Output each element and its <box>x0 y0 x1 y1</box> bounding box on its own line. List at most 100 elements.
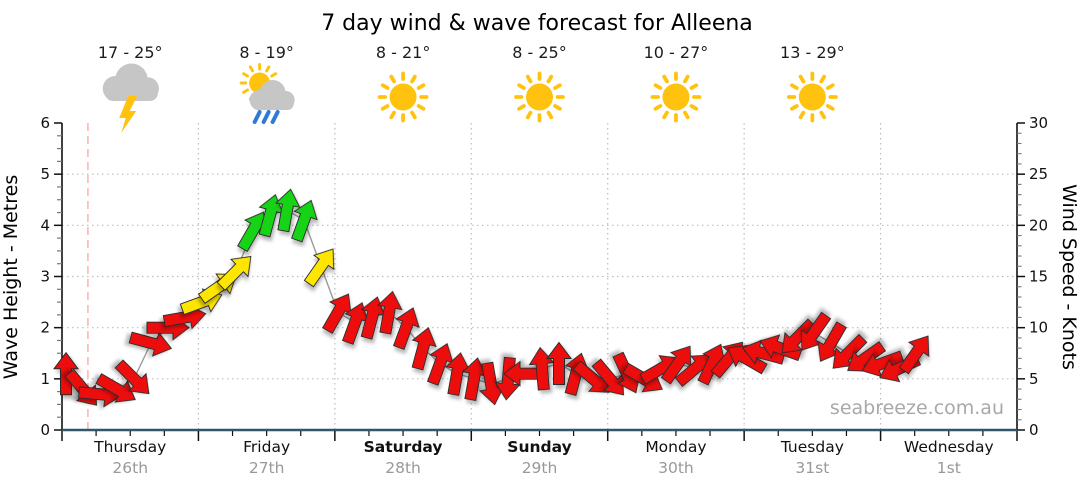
day-date-label: 30th <box>658 459 694 477</box>
sun-disc <box>798 83 826 111</box>
wind-arrow <box>114 359 150 395</box>
storm-icon <box>102 63 159 133</box>
page-title: 7 day wind & wave forecast for Alleena <box>321 11 753 36</box>
sun-ray <box>270 72 278 78</box>
sunny-icon <box>377 71 429 123</box>
sun-ray <box>265 65 271 73</box>
sun-ray <box>819 110 827 120</box>
day-date-label: 29th <box>522 459 558 477</box>
lightning-bolt-icon <box>119 96 138 133</box>
wind-arrow <box>53 351 79 396</box>
sun-ray <box>689 104 699 111</box>
sun-ray <box>389 74 396 84</box>
left-tick-label: 1 <box>40 370 50 388</box>
wind-arrow <box>95 373 136 403</box>
right-tick-label: 10 <box>1029 319 1048 337</box>
day-date-label: 28th <box>385 459 421 477</box>
wind-arrow-series <box>53 188 930 408</box>
sun-ray <box>683 74 690 84</box>
left-axis-title: Wave Height - Metres <box>0 175 22 379</box>
left-tick-label: 0 <box>40 421 50 439</box>
sunny-icon <box>786 71 838 123</box>
day-date-label: 26th <box>112 459 148 477</box>
sun-ray <box>546 74 554 84</box>
left-tick-label: 5 <box>40 165 50 183</box>
sun-disc <box>526 83 553 111</box>
sun-ray <box>798 74 806 84</box>
sun-ray <box>416 83 426 90</box>
sun-cloud-rain-icon <box>239 63 295 124</box>
day-name-label: Monday <box>645 438 706 456</box>
temperature-range-label: 8 - 21° <box>376 43 430 62</box>
wind-arrow <box>274 188 301 233</box>
sun-ray <box>653 83 663 90</box>
sun-ray <box>380 83 390 90</box>
sun-ray <box>389 110 396 120</box>
cloud-base <box>105 86 158 101</box>
sun-ray <box>416 104 426 111</box>
axes: 0 1 2 3 4 5 6 0 5 10 15 20 25 30 <box>40 114 1048 441</box>
wind-arrow <box>411 327 437 371</box>
wind-arrow <box>376 290 403 335</box>
sun-ray <box>242 88 250 94</box>
sun-ray <box>662 74 669 84</box>
left-tick-label: 3 <box>40 268 50 286</box>
sun-ray <box>517 83 526 90</box>
temperature-range-label: 17 - 25° <box>98 43 163 62</box>
wind-arrow <box>216 255 252 291</box>
sun-ray <box>798 110 806 120</box>
left-tick-label: 2 <box>40 319 50 337</box>
seabreeze-watermark: seabreeze.com.au <box>830 397 1004 419</box>
sun-disc <box>662 83 690 111</box>
wind-arrow <box>759 334 803 362</box>
right-tick-label: 30 <box>1029 114 1048 132</box>
day-date-label: 31st <box>795 459 829 477</box>
sun-ray <box>689 83 699 90</box>
day-name-label: Thursday <box>93 438 166 456</box>
sun-ray <box>653 104 663 111</box>
sun-ray <box>525 74 533 84</box>
wind-arrow <box>393 307 420 350</box>
rain-streak <box>270 110 280 124</box>
day-name-label: Saturday <box>364 438 443 456</box>
left-tick-label: 6 <box>40 114 50 132</box>
sun-ray <box>517 104 526 111</box>
wind-arrow <box>291 199 318 243</box>
sun-ray <box>410 74 417 84</box>
day-name-label: Friday <box>243 438 290 456</box>
sun-ray <box>819 74 827 84</box>
wind-arrow <box>781 318 817 354</box>
sun-ray <box>826 83 835 90</box>
sunny-icon <box>650 71 702 123</box>
sun-ray <box>248 65 255 73</box>
sun-ray <box>525 110 533 120</box>
right-tick-label: 0 <box>1029 421 1039 439</box>
day-name-label: Tuesday <box>780 438 844 456</box>
x-axis-day-labels: Thursday 26th Friday 27th Saturday 28th Sunday… <box>93 438 993 477</box>
gridlines <box>62 123 1017 430</box>
temperature-range-label: 8 - 25° <box>512 43 566 62</box>
sun-ray <box>410 110 417 120</box>
sun-ray <box>683 110 690 120</box>
daily-summary-strip: 17 - 25° 8 - 19° 8 - 21° 8 - 25° 10 - 27° 13 … <box>98 43 845 133</box>
temperature-range-label: 13 - 29° <box>780 43 845 62</box>
rain-streak <box>261 110 271 124</box>
sun-ray <box>790 104 799 111</box>
temperature-range-label: 8 - 19° <box>239 43 293 62</box>
sun-ray <box>826 104 835 111</box>
wind-arrow <box>303 248 335 288</box>
day-date-label: 1st <box>937 459 961 477</box>
sun-ray <box>553 83 562 90</box>
wind-arrow <box>898 335 930 375</box>
left-tick-label: 4 <box>40 216 50 234</box>
day-name-label: Sunday <box>507 438 571 456</box>
cloud-base <box>251 98 294 110</box>
sun-ray <box>662 110 669 120</box>
right-tick-label: 15 <box>1029 268 1048 286</box>
sun-ray <box>380 104 390 111</box>
wind-arrow <box>546 341 572 385</box>
right-tick-label: 25 <box>1029 165 1048 183</box>
right-axis-title: Wind Speed - Knots <box>1058 184 1080 370</box>
